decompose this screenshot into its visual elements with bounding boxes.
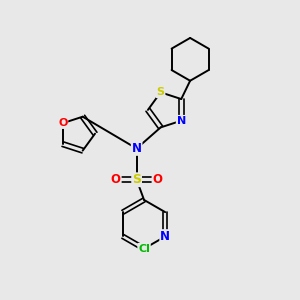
Text: O: O [152, 173, 162, 186]
Text: Cl: Cl [138, 244, 150, 254]
Text: S: S [157, 87, 165, 97]
Text: S: S [132, 173, 141, 186]
Text: N: N [177, 116, 186, 126]
Text: O: O [58, 118, 68, 128]
Text: O: O [111, 173, 121, 186]
Text: N: N [132, 142, 142, 155]
Text: N: N [160, 230, 170, 243]
